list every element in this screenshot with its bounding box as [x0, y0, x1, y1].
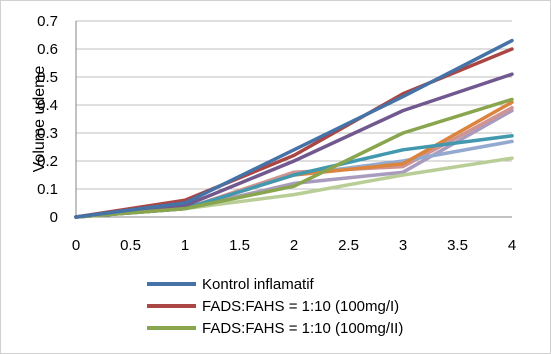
- y-tick-label: 0.7: [37, 13, 58, 30]
- x-tick-label: 4: [508, 237, 516, 254]
- legend-swatch: [147, 282, 196, 286]
- series-line-1: [74, 38, 514, 219]
- legend-label: Kontrol inflamatif: [202, 275, 314, 293]
- x-tick-label: 3: [399, 237, 407, 254]
- legend-item: Kontrol inflamatif: [147, 273, 403, 295]
- y-tick-label: 0.5: [37, 69, 58, 86]
- y-tick-label: 0.2: [37, 153, 58, 170]
- x-tick-label: 1: [181, 237, 189, 254]
- legend-label: FADS:FAHS = 1:10 (100mg/II): [202, 319, 404, 337]
- y-tick-label: 0.4: [37, 97, 58, 114]
- y-axis-title: Volume udeme: [31, 66, 48, 173]
- legend-label: FADS:FAHS = 1:10 (100mg/I): [202, 297, 400, 315]
- line-chart: 0 0.1 0.2 0.3 0.4 0.5 0.6 0.7 0 0.5 1 1.5 2 2.5 3 3.5 4 V…: [31, 13, 516, 254]
- series-line-10: [74, 108, 514, 219]
- x-tick-label: 2.5: [338, 237, 359, 254]
- x-tick-label: 3.5: [447, 237, 468, 254]
- legend-item: FADS:FAHS = 1:10 (100mg/II): [147, 317, 403, 339]
- x-tick-label: 1.5: [229, 237, 250, 254]
- x-tick-label: 0: [72, 237, 80, 254]
- x-tick-label: 2: [290, 237, 298, 254]
- x-tick-label: 0.5: [120, 237, 141, 254]
- legend-swatch: [147, 326, 196, 330]
- legend-swatch: [147, 304, 196, 308]
- legend-item: FADS:FAHS = 1:10 (100mg/I): [147, 295, 403, 317]
- series-line-3: [74, 97, 514, 219]
- chart-legend: Kontrol inflamatif FADS:FAHS = 1:10 (100m…: [147, 273, 403, 339]
- y-tick-label: 0.3: [37, 125, 58, 142]
- series-line-4: [74, 72, 514, 219]
- y-tick-label: 0.6: [37, 41, 58, 58]
- y-tick-label: 0.1: [37, 181, 58, 198]
- y-tick-label: 0: [50, 209, 58, 226]
